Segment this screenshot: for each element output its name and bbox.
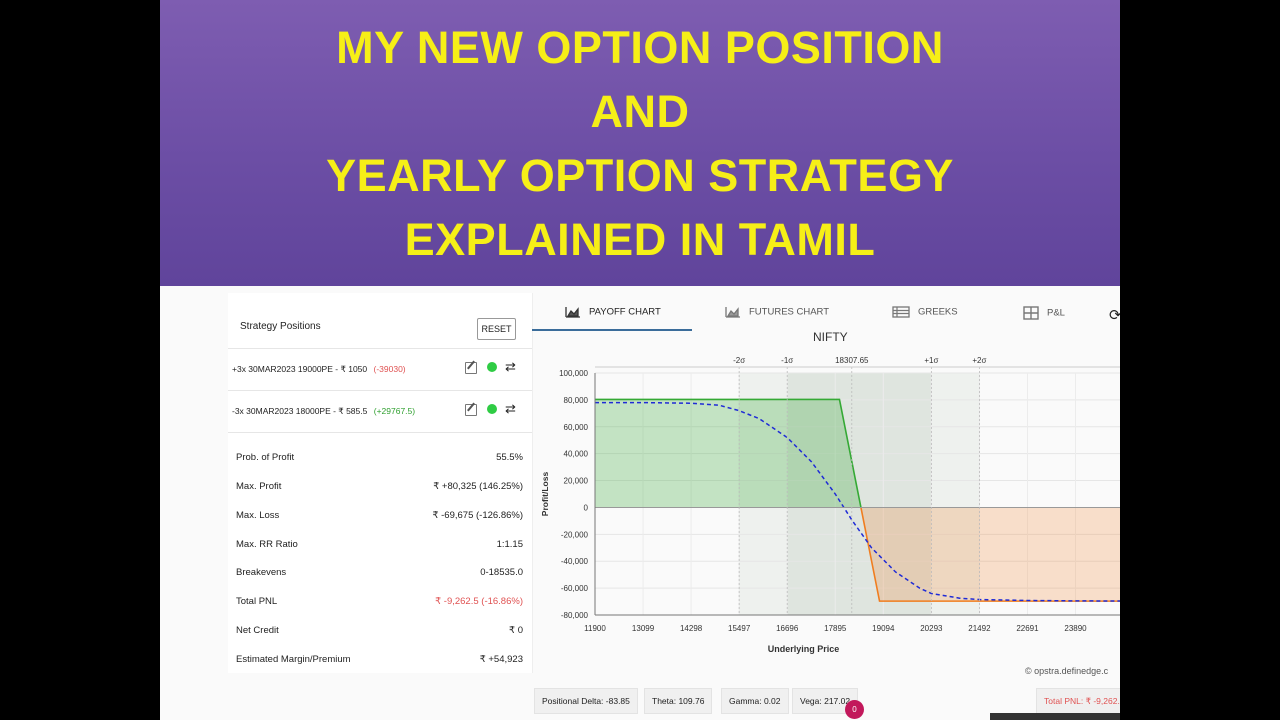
sigma-marker-label: +1σ — [924, 356, 938, 365]
footer-bar — [990, 713, 1120, 720]
banner-line-1: MY NEW OPTION POSITION — [336, 22, 944, 73]
x-tick-label: 13099 — [632, 624, 655, 633]
x-tick-label: 14298 — [680, 624, 703, 633]
x-tick-label: 20293 — [920, 624, 943, 633]
theta-stat: Theta: 109.76 — [644, 688, 713, 714]
x-tick-label: 17895 — [824, 624, 847, 633]
position-row: +3x 30MAR2023 19000PE - ₹ 1050 (-39030) … — [228, 348, 532, 391]
banner-line-3: YEARLY OPTION STRATEGY — [326, 150, 954, 201]
divider — [228, 432, 532, 433]
chart-title: NIFTY — [813, 330, 848, 344]
loss-area — [860, 507, 1120, 602]
x-tick-label: 23890 — [1064, 624, 1087, 633]
strategy-positions-title: Strategy Positions — [240, 321, 321, 332]
banner-line-2: AND — [590, 86, 690, 137]
x-tick-label: 21492 — [968, 624, 991, 633]
watermark: © opstra.definedge.c — [1025, 666, 1109, 676]
sigma-marker-label: -1σ — [781, 356, 793, 365]
sigma-marker-label: -2σ — [733, 356, 745, 365]
reset-button[interactable]: RESET — [477, 318, 516, 340]
gamma-stat: Gamma: 0.02 — [721, 688, 789, 714]
area-chart-icon — [565, 307, 580, 318]
position-pnl: (-39030) — [373, 364, 406, 374]
expiry-payoff-loss-line — [860, 507, 1120, 602]
x-tick-label: 15497 — [728, 624, 751, 633]
x-tick-label: 22691 — [1016, 624, 1039, 633]
list-icon — [892, 306, 910, 318]
y-tick-label: 80,000 — [564, 396, 589, 405]
y-tick-label: -20,000 — [561, 530, 589, 539]
y-tick-label: 60,000 — [564, 423, 589, 432]
grid-icon — [1023, 306, 1039, 320]
x-tick-label: 19094 — [872, 624, 895, 633]
x-axis-title: Underlying Price — [768, 644, 840, 654]
y-tick-label: -80,000 — [561, 611, 589, 620]
total-pnl-stat: Total PNL: ₹ -9,262. — [1036, 688, 1120, 714]
exchange-icon[interactable]: ⇄ — [505, 359, 516, 374]
payoff-chart[interactable]: -2σ -1σ 18307.65 +1σ +2σ -80,000 -60,000 -40,00… — [532, 344, 1120, 664]
x-tick-label: 16696 — [776, 624, 799, 633]
y-tick-label: -60,000 — [561, 584, 589, 593]
edit-icon[interactable] — [465, 362, 477, 374]
profit-area — [595, 399, 861, 508]
chart-tabs: PAYOFF CHART FUTURES CHART GREEKS P&L — [532, 296, 1120, 331]
title-banner: MY NEW OPTION POSITION AND YEARLY OPTION… — [160, 0, 1120, 286]
position-label: +3x 30MAR2023 19000PE - ₹ 1050 — [232, 364, 368, 374]
tab-pnl[interactable]: P&L — [1023, 306, 1065, 320]
position-pnl: (+29767.5) — [373, 406, 416, 416]
y-tick-label: -40,000 — [561, 557, 589, 566]
position-row: -3x 30MAR2023 18000PE - ₹ 585.5 (+29767.… — [228, 390, 532, 433]
position-label: -3x 30MAR2023 18000PE - ₹ 585.5 — [232, 406, 368, 416]
y-tick-label: 100,000 — [559, 369, 588, 378]
positional-delta-stat: Positional Delta: -83.85 — [534, 688, 638, 714]
sigma-marker-label: 18307.65 — [835, 356, 869, 365]
active-toggle-icon[interactable] — [487, 404, 497, 414]
y-axis-title: Profit/Loss — [540, 472, 550, 517]
sigma-marker-label: +2σ — [972, 356, 986, 365]
expiry-payoff-profit-line — [595, 398, 862, 508]
tab-greeks[interactable]: GREEKS — [892, 306, 958, 318]
y-tick-label: 20,000 — [564, 477, 589, 486]
x-tick-label: 11900 — [584, 624, 606, 633]
tab-futures-chart[interactable]: FUTURES CHART — [725, 306, 829, 318]
sigma-1-band — [787, 373, 932, 615]
tab-payoff-chart[interactable]: PAYOFF CHART — [565, 306, 661, 318]
exchange-icon[interactable]: ⇄ — [505, 401, 516, 416]
strategy-panel: Strategy Positions RESET +3x 30MAR2023 1… — [228, 293, 533, 673]
area-chart-icon — [725, 307, 740, 318]
y-tick-label: 0 — [584, 503, 589, 512]
active-toggle-icon[interactable] — [487, 362, 497, 372]
edit-icon[interactable] — [465, 404, 477, 416]
active-tab-indicator — [532, 329, 692, 331]
banner-line-4: EXPLAINED IN TAMIL — [404, 214, 876, 265]
refresh-icon[interactable]: ⟳ — [1109, 307, 1120, 324]
y-tick-label: 40,000 — [564, 450, 589, 459]
notification-badge[interactable]: 0 — [845, 700, 864, 719]
video-frame: MY NEW OPTION POSITION AND YEARLY OPTION… — [160, 0, 1120, 720]
plot-area — [595, 398, 1120, 602]
opstra-app: Strategy Positions RESET +3x 30MAR2023 1… — [160, 286, 1120, 720]
